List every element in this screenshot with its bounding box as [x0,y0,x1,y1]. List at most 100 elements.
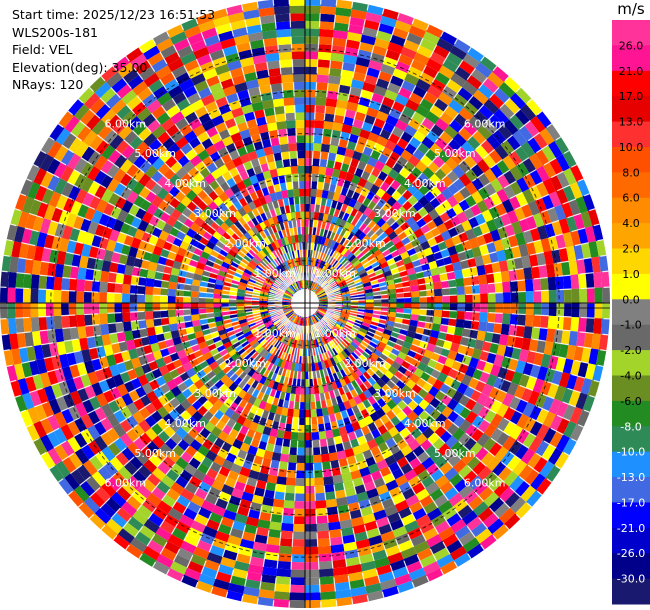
velocity-gate [476,330,486,342]
velocity-gate [376,110,389,122]
velocity-gate [350,257,359,265]
velocity-gate [513,336,524,349]
velocity-gate [504,368,516,383]
velocity-gate [274,13,291,23]
velocity-gate [284,105,296,114]
velocity-gate [563,167,577,186]
colorbar-tick-label: -2.0 [620,344,641,357]
range-ring-label: 3.00km [194,387,236,400]
velocity-gate [527,200,540,216]
velocity-gate [496,159,510,175]
velocity-gate [548,235,559,251]
velocity-gate [137,294,146,303]
velocity-gate [463,121,478,136]
velocity-gate [515,87,532,105]
velocity-gate [538,327,548,342]
velocity-gate [381,212,392,223]
velocity-gate [486,352,497,365]
velocity-gate [514,109,531,126]
velocity-gate [400,178,413,190]
velocity-gate [331,129,342,139]
velocity-gate [562,358,574,375]
velocity-gate [439,162,453,176]
velocity-gate [343,273,352,281]
velocity-gate [500,213,512,227]
velocity-gate [397,351,407,361]
velocity-gate [328,279,336,286]
velocity-gate [461,374,473,387]
velocity-gate [366,107,379,118]
velocity-gate [491,332,501,345]
range-ring-label: 5.00km [434,147,476,160]
velocity-gate [510,291,519,303]
velocity-gate [324,246,330,255]
velocity-gate [486,134,501,150]
velocity-gate [316,251,322,260]
velocity-gate [314,204,321,213]
velocity-gate [431,323,441,332]
velocity-gate [328,67,342,78]
velocity-gate [276,568,292,578]
velocity-gate [495,389,508,404]
velocity-gate [349,312,358,317]
velocity-gate [561,330,571,345]
velocity-gate [383,270,393,278]
velocity-gate [317,268,323,276]
velocity-gate [324,174,332,184]
colorbar: 26.021.017.013.010.08.06.04.02.01.00.0-1… [612,20,650,605]
velocity-gate [345,39,361,50]
velocity-gate [273,491,286,501]
velocity-gate [547,315,557,330]
velocity-gate [83,303,92,315]
velocity-gate [380,222,390,232]
velocity-gate [398,112,412,125]
velocity-gate [323,476,334,485]
velocity-gate [0,318,10,335]
velocity-gate [475,234,487,247]
velocity-gate [548,289,557,303]
velocity-gate [521,337,531,351]
velocity-gate [432,215,444,227]
velocity-gate [8,318,17,335]
velocity-gate [454,352,465,364]
velocity-gate [317,290,325,296]
velocity-gate [423,91,438,105]
velocity-gate [503,76,521,93]
velocity-gate [305,577,320,586]
velocity-gate [68,290,77,303]
velocity-gate [336,0,353,10]
velocity-gate [458,107,474,122]
velocity-gate [535,181,549,198]
velocity-gate [403,297,412,303]
velocity-gate [316,66,330,76]
velocity-gate [365,309,374,314]
velocity-gate [191,314,200,321]
velocity-gate [360,34,377,46]
velocity-gate [579,288,588,303]
velocity-gate [374,37,390,50]
velocity-gate [107,282,116,294]
velocity-gate [547,383,559,399]
velocity-gate [352,71,367,83]
velocity-gate [495,292,504,303]
velocity-gate [381,8,400,21]
velocity-gate [374,268,384,276]
velocity-gate [502,281,511,293]
velocity-gate [563,289,572,303]
velocity-gate [311,282,316,290]
velocity-gate [571,303,580,318]
velocity-gate [360,340,369,348]
velocity-gate [314,285,321,292]
velocity-gate [471,190,484,204]
velocity-gate [454,371,466,383]
velocity-gate [458,60,476,75]
velocity-gate [365,295,374,300]
colorbar-tick-label: 4.0 [622,217,640,230]
velocity-gate [461,354,472,366]
velocity-gate [77,326,87,339]
velocity-gate [426,58,443,72]
velocity-gate [315,97,327,106]
velocity-gate [561,201,574,219]
velocity-gate [53,289,62,303]
velocity-gate [476,264,486,276]
